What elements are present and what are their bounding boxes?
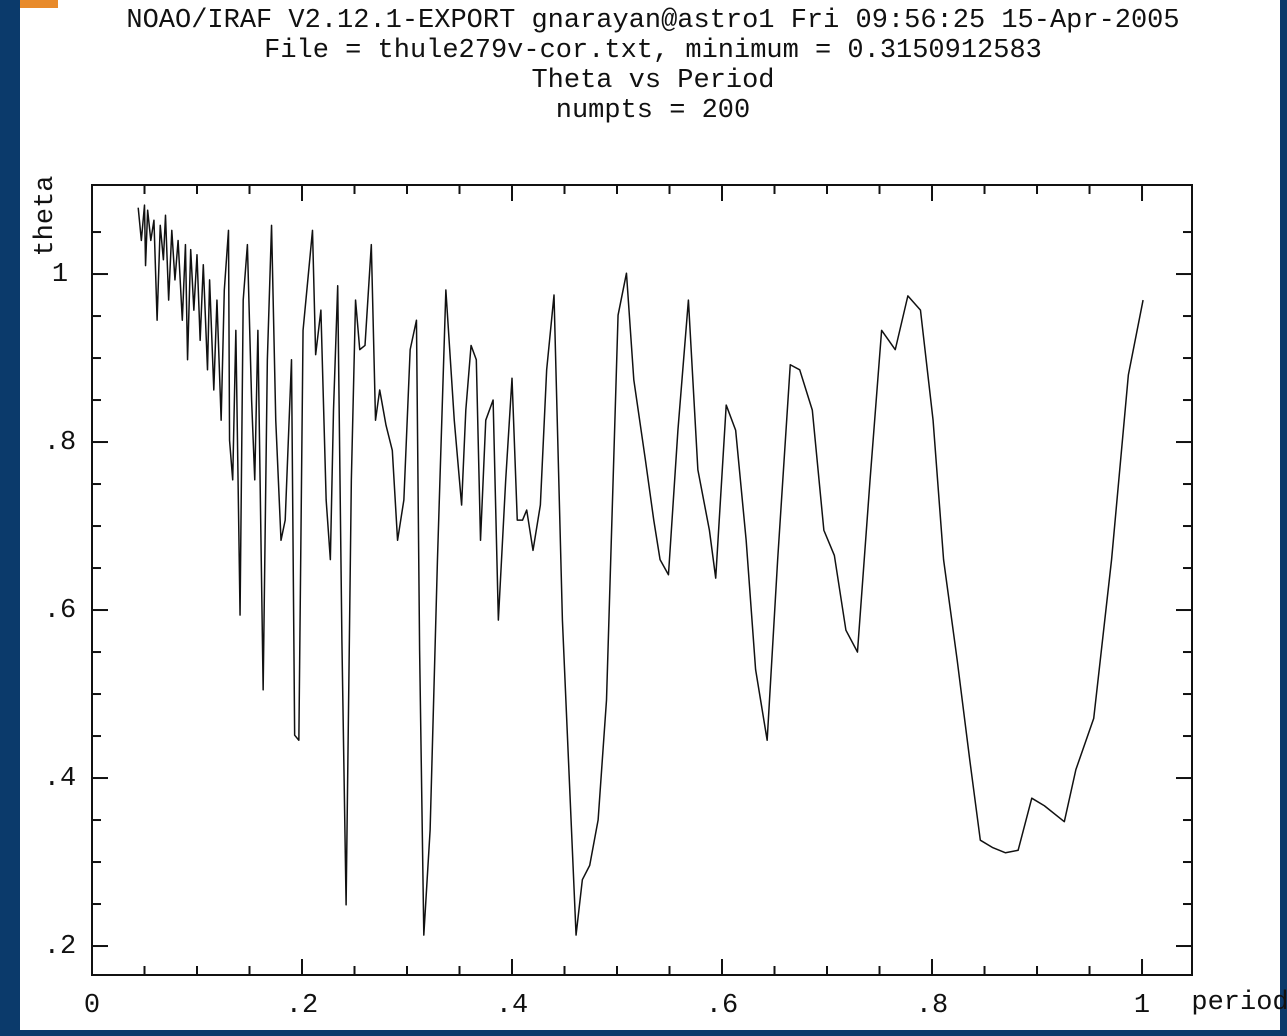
chart-title: File = thule279v-cor.txt, minimum = 0.31… [264, 36, 1042, 66]
chart-title: NOAO/IRAF V2.12.1-EXPORT gnarayan@astro1… [126, 6, 1179, 36]
x-tick-label: 0 [84, 991, 100, 1021]
x-tick-label: .4 [496, 991, 528, 1021]
theta-line [137, 204, 1144, 936]
y-tick-label: .4 [44, 764, 76, 794]
x-axis-label: period [1191, 988, 1287, 1018]
x-tick-label: .2 [286, 991, 318, 1021]
plot-panel [20, 0, 1280, 1030]
titles: NOAO/IRAF V2.12.1-EXPORT gnarayan@astro1… [126, 6, 1179, 126]
y-axis-label: theta [31, 175, 61, 256]
x-tick-label: .8 [916, 991, 948, 1021]
y-tick-label: .8 [44, 428, 76, 458]
x-tick-label: 1 [1134, 991, 1150, 1021]
chart-title: Theta vs Period [531, 66, 774, 96]
y-tick-label: .2 [44, 932, 76, 962]
x-tick-label: .6 [706, 991, 738, 1021]
y-tick-label: 1 [52, 260, 68, 290]
plot-frame [91, 184, 1193, 976]
y-tick-label: .6 [44, 596, 76, 626]
chart-title: numpts = 200 [556, 96, 750, 126]
corner-accent [20, 0, 58, 8]
